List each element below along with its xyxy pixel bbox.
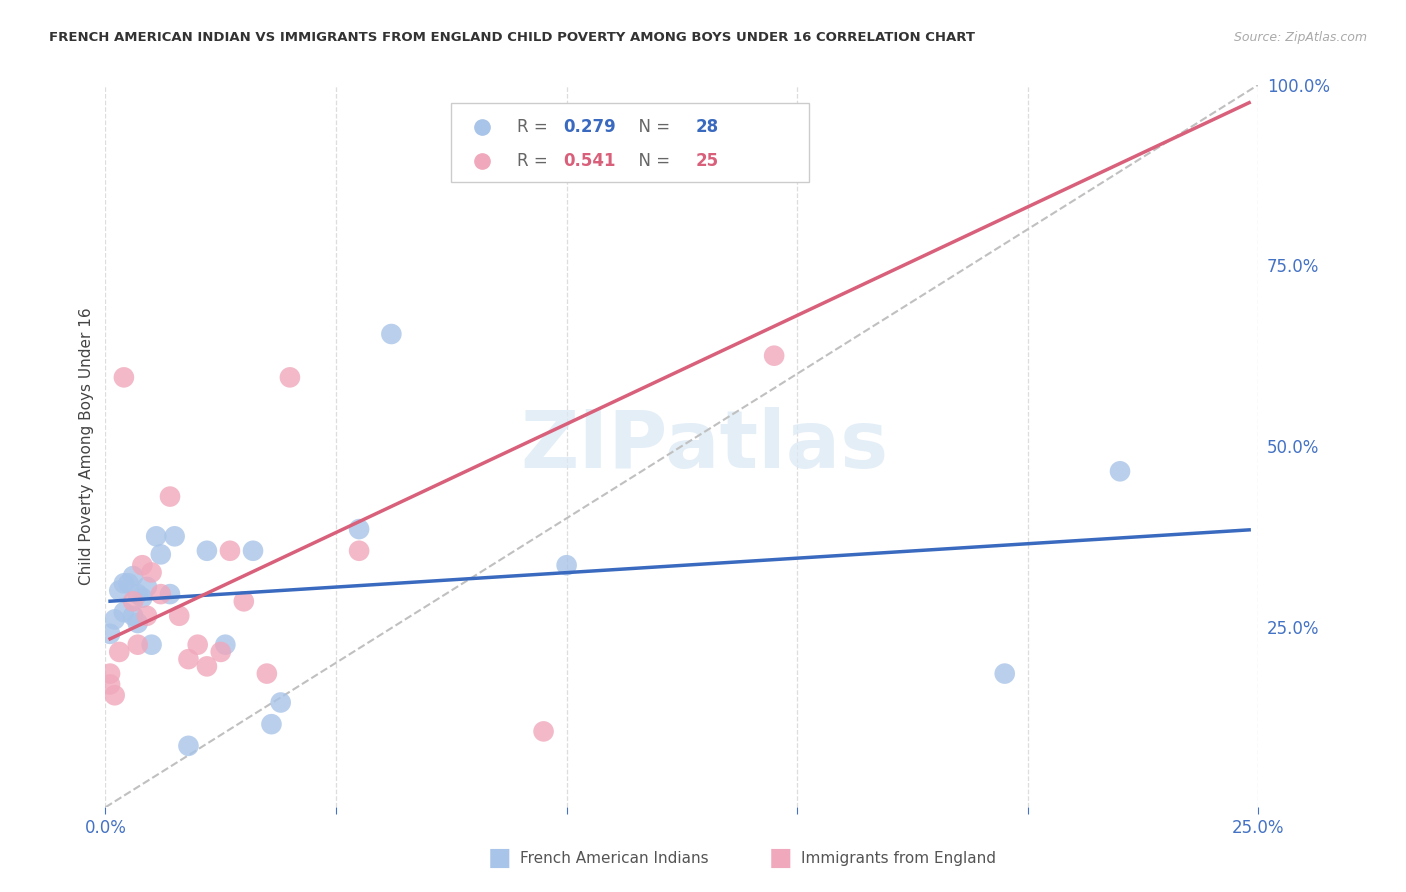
Text: ZIPatlas: ZIPatlas: [520, 407, 889, 485]
Point: [149, 548, 172, 562]
Point: [122, 569, 145, 583]
Point: [555, 558, 578, 573]
Text: Immigrants from England: Immigrants from England: [801, 851, 997, 865]
Point: [278, 370, 301, 384]
Point: [131, 558, 153, 573]
Point: [163, 529, 186, 543]
Text: R =: R =: [517, 152, 553, 169]
Text: R =: R =: [517, 118, 553, 136]
Point: [127, 615, 149, 630]
Y-axis label: Child Poverty Among Boys Under 16: Child Poverty Among Boys Under 16: [79, 307, 94, 585]
Point: [141, 566, 163, 580]
Point: [347, 543, 370, 558]
FancyBboxPatch shape: [451, 103, 808, 182]
Point: [1109, 464, 1132, 478]
Text: ■: ■: [769, 847, 792, 870]
Point: [270, 696, 292, 710]
Point: [104, 688, 127, 702]
Text: French American Indians: French American Indians: [520, 851, 709, 865]
Text: ■: ■: [488, 847, 510, 870]
Point: [159, 490, 181, 504]
Text: 0.279: 0.279: [564, 118, 616, 136]
Text: 0.541: 0.541: [564, 152, 616, 169]
Point: [256, 666, 278, 681]
Point: [347, 522, 370, 536]
Point: [98, 627, 121, 641]
Point: [122, 594, 145, 608]
Text: Source: ZipAtlas.com: Source: ZipAtlas.com: [1233, 31, 1367, 45]
Text: 28: 28: [696, 118, 718, 136]
Point: [112, 576, 135, 591]
Point: [127, 638, 149, 652]
Point: [924, 63, 946, 78]
Point: [149, 587, 172, 601]
Point: [187, 638, 209, 652]
Point: [177, 652, 200, 666]
Point: [232, 594, 254, 608]
Point: [242, 543, 264, 558]
Point: [167, 608, 190, 623]
Point: [209, 645, 232, 659]
Point: [141, 638, 163, 652]
Point: [112, 370, 135, 384]
Point: [380, 326, 402, 341]
Point: [763, 349, 786, 363]
Point: [145, 529, 167, 543]
Point: [533, 724, 555, 739]
Point: [260, 717, 283, 731]
Point: [177, 739, 200, 753]
Point: [131, 591, 153, 605]
Point: [108, 583, 131, 598]
Point: [214, 638, 236, 652]
Point: [104, 612, 127, 626]
Point: [219, 543, 242, 558]
Point: [98, 666, 121, 681]
Point: [127, 587, 149, 601]
Point: [98, 677, 121, 691]
Text: N =: N =: [627, 118, 675, 136]
Text: N =: N =: [627, 152, 675, 169]
Point: [195, 543, 218, 558]
Point: [117, 576, 139, 591]
Point: [112, 605, 135, 619]
Point: [159, 587, 181, 601]
Point: [195, 659, 218, 673]
Text: 25: 25: [696, 152, 718, 169]
Point: [136, 608, 159, 623]
Point: [136, 580, 159, 594]
Text: FRENCH AMERICAN INDIAN VS IMMIGRANTS FROM ENGLAND CHILD POVERTY AMONG BOYS UNDER: FRENCH AMERICAN INDIAN VS IMMIGRANTS FRO…: [49, 31, 976, 45]
Point: [994, 666, 1017, 681]
Point: [122, 608, 145, 623]
Point: [108, 645, 131, 659]
